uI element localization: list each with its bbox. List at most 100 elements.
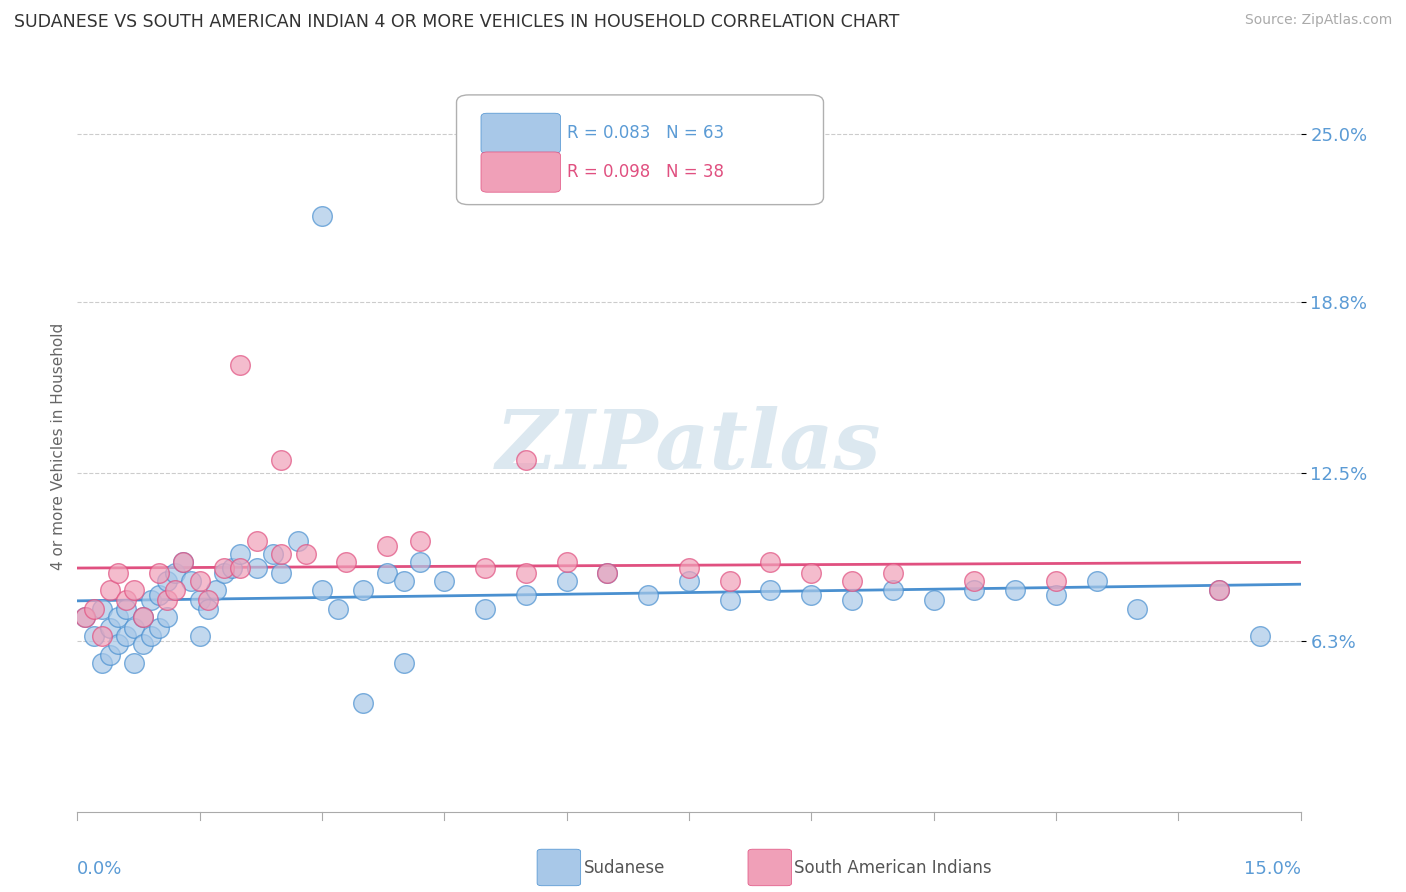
Point (270, 452, 292, 467)
Point (75, 609, 97, 624)
Point (205, 582, 228, 597)
Point (90, 601, 112, 615)
Point (1208, 582, 1230, 597)
Point (83, 601, 105, 615)
Point (678, 561, 700, 575)
Point (83, 629, 105, 643)
Point (1208, 582, 1230, 597)
Point (409, 533, 432, 548)
Point (156, 609, 179, 624)
Point (107, 566, 129, 581)
Point (115, 629, 138, 643)
Point (124, 656, 146, 670)
Point (221, 561, 243, 575)
Point (131, 637, 153, 651)
FancyBboxPatch shape (481, 113, 561, 153)
Point (229, 561, 252, 575)
Point (270, 566, 292, 581)
FancyBboxPatch shape (481, 152, 561, 192)
Point (75, 609, 97, 624)
Point (759, 556, 782, 570)
Point (1045, 588, 1067, 602)
Point (156, 593, 179, 607)
Point (375, 566, 398, 581)
Text: South American Indians: South American Indians (794, 859, 993, 877)
Point (212, 566, 235, 581)
Point (270, 547, 292, 561)
Point (229, 358, 252, 372)
Point (262, 547, 284, 561)
Point (172, 556, 194, 570)
Point (555, 556, 578, 570)
Point (335, 556, 357, 570)
Point (718, 574, 741, 589)
Point (882, 582, 904, 597)
Text: SUDANESE VS SOUTH AMERICAN INDIAN 4 OR MORE VEHICLES IN HOUSEHOLD CORRELATION CH: SUDANESE VS SOUTH AMERICAN INDIAN 4 OR M… (14, 13, 900, 31)
Point (678, 574, 700, 589)
Point (311, 582, 333, 597)
Point (180, 574, 202, 589)
Point (165, 582, 187, 597)
Point (841, 593, 863, 607)
Point (115, 601, 138, 615)
Point (131, 609, 153, 624)
Point (474, 601, 496, 615)
Text: ZIPatlas: ZIPatlas (496, 406, 882, 486)
Point (287, 533, 309, 548)
Point (98, 648, 121, 662)
Point (90, 629, 112, 643)
Point (98, 620, 121, 634)
Point (188, 629, 211, 643)
Point (718, 593, 741, 607)
Point (229, 547, 252, 561)
Point (375, 539, 398, 553)
Point (963, 582, 986, 597)
Point (515, 566, 537, 581)
Point (165, 566, 187, 581)
Point (328, 601, 350, 615)
Point (433, 574, 456, 589)
Point (1004, 582, 1026, 597)
Point (124, 582, 146, 597)
Point (139, 629, 162, 643)
Point (637, 588, 659, 602)
Point (107, 637, 129, 651)
Point (1085, 574, 1108, 589)
Point (197, 601, 219, 615)
Point (148, 620, 170, 634)
Point (98, 582, 121, 597)
Point (197, 593, 219, 607)
Text: Source: ZipAtlas.com: Source: ZipAtlas.com (1244, 13, 1392, 28)
Point (311, 209, 333, 223)
Point (963, 574, 986, 589)
Point (188, 593, 211, 607)
Point (515, 588, 537, 602)
Point (90, 656, 112, 670)
Point (1126, 601, 1149, 615)
Point (294, 547, 316, 561)
Text: 15.0%: 15.0% (1243, 861, 1301, 879)
Point (115, 593, 138, 607)
Point (246, 533, 269, 548)
Point (555, 574, 578, 589)
Point (409, 556, 432, 570)
Point (392, 574, 415, 589)
Text: 0.0%: 0.0% (77, 861, 122, 879)
Point (148, 566, 170, 581)
Point (246, 561, 269, 575)
Point (139, 593, 162, 607)
Point (596, 566, 619, 581)
Point (800, 588, 823, 602)
Point (596, 566, 619, 581)
Point (172, 556, 194, 570)
Point (107, 609, 129, 624)
Point (352, 582, 374, 597)
Point (474, 561, 496, 575)
Point (882, 566, 904, 581)
Y-axis label: 4 or more Vehicles in Household: 4 or more Vehicles in Household (51, 322, 66, 570)
Point (1249, 629, 1271, 643)
Point (1045, 574, 1067, 589)
Point (131, 609, 153, 624)
Point (841, 574, 863, 589)
Point (124, 620, 146, 634)
